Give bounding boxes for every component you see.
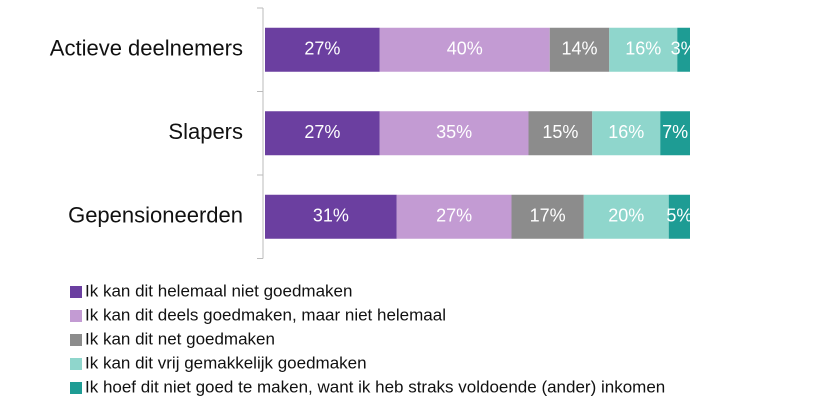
legend-label: Ik kan dit vrij gemakkelijk goedmaken (85, 353, 367, 372)
legend-label: Ik kan dit net goedmaken (85, 329, 275, 348)
value-label: 40% (447, 39, 483, 59)
value-label: 31% (313, 206, 349, 226)
value-label: 5% (666, 206, 692, 226)
legend-swatch (70, 382, 82, 394)
category-label: Actieve deelnemers (50, 36, 243, 61)
bar-segment (592, 111, 661, 156)
value-label: 27% (304, 122, 340, 142)
category-label: Slapers (168, 119, 243, 144)
bar-segment (583, 194, 669, 239)
value-label: 35% (436, 122, 472, 142)
bar-segment (511, 194, 584, 239)
bar-segment (396, 194, 512, 239)
value-label: 14% (561, 39, 597, 59)
bar-segment (265, 27, 380, 72)
value-label: 27% (436, 206, 472, 226)
bar-segment (379, 27, 550, 72)
legend-label: Ik kan dit deels goedmaken, maar niet he… (85, 305, 446, 324)
value-label: 16% (625, 39, 661, 59)
value-label: 27% (304, 39, 340, 59)
bar-segment (265, 111, 380, 156)
bar-segment (528, 111, 593, 156)
bar-segment (660, 111, 690, 156)
legend-swatch (70, 358, 82, 370)
value-label: 16% (608, 122, 644, 142)
legend-label: Ik kan dit helemaal niet goedmaken (85, 281, 352, 300)
bar-segment (265, 194, 397, 239)
value-label: 15% (542, 122, 578, 142)
bar-segment (379, 111, 529, 156)
bar-segment (677, 27, 690, 72)
category-label: Gepensioneerden (68, 203, 243, 228)
legend-swatch (70, 334, 82, 346)
legend-swatch (70, 286, 82, 298)
legend-swatch (70, 310, 82, 322)
value-label: 3% (671, 39, 697, 59)
bar-segment (609, 27, 678, 72)
bar-segment (668, 194, 690, 239)
bar-segment (549, 27, 610, 72)
legend-label: Ik hoef dit niet goed te maken, want ik … (85, 377, 665, 396)
value-label: 7% (662, 122, 688, 142)
value-label: 17% (530, 206, 566, 226)
value-label: 20% (608, 206, 644, 226)
